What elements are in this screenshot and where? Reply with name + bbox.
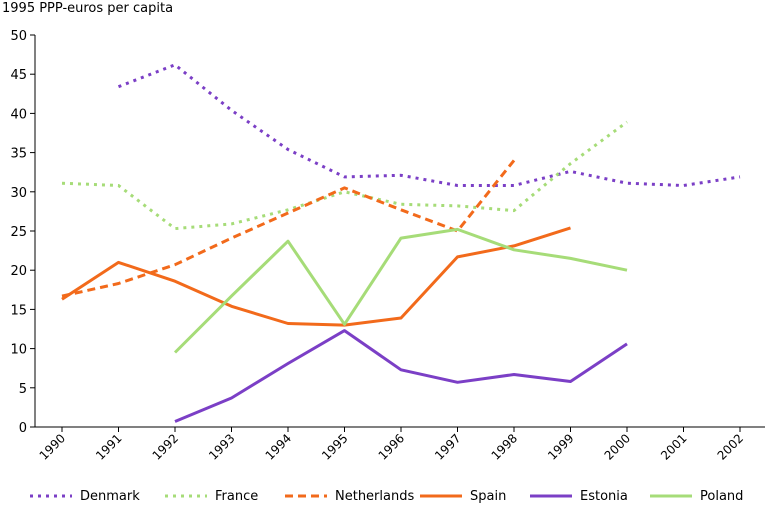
y-tick-label: 20 xyxy=(10,264,27,279)
y-tick-label: 25 xyxy=(10,225,27,240)
legend-label-netherlands: Netherlands xyxy=(335,489,414,504)
y-tick-label: 35 xyxy=(10,147,27,162)
y-tick-label: 50 xyxy=(10,29,27,44)
series-line-poland xyxy=(173,227,628,354)
y-axis-unit-label: 1995 PPP-euros per capita xyxy=(2,1,174,16)
series-line-denmark xyxy=(117,63,741,187)
y-tick-label: 0 xyxy=(19,421,27,436)
x-tick-label: 1993 xyxy=(206,431,237,462)
series-line-france xyxy=(61,120,628,231)
x-tick-label: 1995 xyxy=(319,431,350,462)
legend-label-spain: Spain xyxy=(470,489,506,504)
x-tick-label: 1996 xyxy=(376,431,407,462)
x-tick-label: 1990 xyxy=(37,431,68,462)
y-axis-ticks: 0 5 10 15 20 25 30 35 40 45 50 xyxy=(10,29,35,436)
x-tick-label: 2000 xyxy=(602,431,633,462)
y-tick-label: 5 xyxy=(19,382,27,397)
x-axis-ticks: 1990 1991 1992 1993 1994 1995 1996 1997 1998 1999… xyxy=(37,427,746,463)
series-line-netherlands xyxy=(61,159,516,298)
x-tick-label: 2002 xyxy=(715,431,746,462)
x-tick-label: 1991 xyxy=(93,431,124,462)
series-line-estonia xyxy=(174,329,628,423)
series-lines xyxy=(61,63,741,423)
y-tick-label: 30 xyxy=(10,186,27,201)
legend-label-estonia: Estonia xyxy=(580,489,628,504)
legend-label-denmark: Denmark xyxy=(80,489,140,504)
x-tick-label: 1999 xyxy=(545,431,576,462)
legend-label-france: France xyxy=(215,489,258,504)
legend: Denmark France Netherlands Spain Estonia Pola… xyxy=(30,489,743,504)
x-tick-label: 2001 xyxy=(658,431,689,462)
legend-label-poland: Poland xyxy=(700,489,743,504)
x-tick-label: 1997 xyxy=(432,431,463,462)
y-tick-label: 45 xyxy=(10,68,27,83)
y-tick-label: 40 xyxy=(10,107,27,122)
y-tick-label: 15 xyxy=(10,303,27,318)
y-tick-label: 10 xyxy=(10,343,27,358)
x-tick-label: 1992 xyxy=(150,431,181,462)
x-tick-label: 1994 xyxy=(263,431,294,462)
x-tick-label: 1998 xyxy=(489,431,520,462)
series-line-spain xyxy=(61,226,571,327)
